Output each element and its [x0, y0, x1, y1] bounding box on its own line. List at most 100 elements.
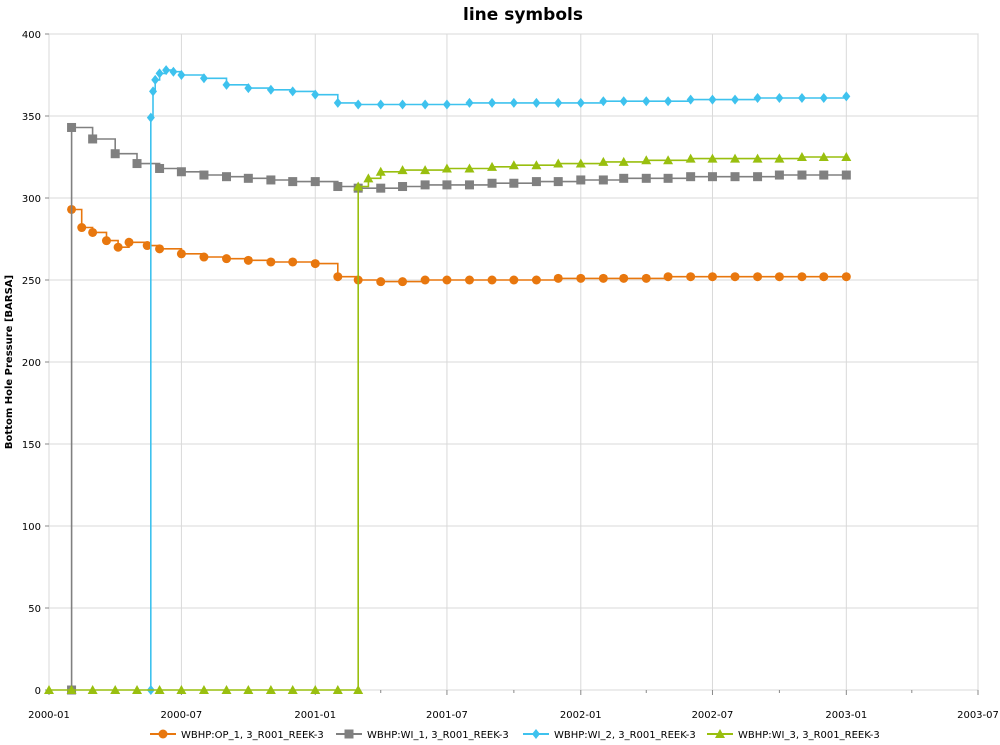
data-point	[420, 165, 431, 175]
y-tick-label: 400	[22, 30, 41, 41]
data-point	[310, 177, 320, 187]
data-point	[818, 152, 829, 161]
data-point	[155, 68, 164, 79]
data-point	[142, 241, 152, 251]
data-point	[618, 156, 629, 166]
data-point	[797, 272, 807, 282]
data-point	[442, 275, 452, 285]
data-point	[641, 155, 652, 165]
legend-item[interactable]: WBHP:WI_1, 3_R001_REEK-3	[336, 729, 509, 742]
data-point	[841, 170, 851, 180]
data-point	[730, 172, 740, 182]
data-point	[288, 86, 297, 97]
data-point	[169, 66, 178, 77]
data-point	[753, 92, 762, 103]
data-point	[132, 685, 143, 694]
legend-marker	[715, 729, 725, 738]
data-point	[376, 183, 386, 193]
data-point	[287, 685, 298, 694]
data-point	[376, 99, 385, 110]
data-point	[353, 685, 364, 694]
data-point	[753, 172, 763, 182]
data-point	[77, 223, 87, 233]
data-point	[707, 153, 718, 163]
legend-label: WBHP:WI_3, 3_R001_REEK-3	[738, 730, 880, 741]
data-point	[465, 97, 474, 108]
data-point	[730, 153, 741, 163]
data-point	[199, 73, 208, 84]
y-tick-label: 150	[22, 440, 41, 451]
data-point	[663, 272, 673, 282]
data-point	[66, 685, 77, 694]
data-point	[421, 99, 430, 110]
data-point	[199, 252, 209, 262]
x-tick-label: 2001-07	[426, 710, 468, 721]
data-point	[576, 273, 586, 283]
legend-item[interactable]: WBHP:WI_2, 3_R001_REEK-3	[523, 729, 696, 741]
data-point	[354, 99, 363, 110]
data-point	[288, 177, 298, 187]
data-point	[243, 173, 253, 183]
data-point	[88, 227, 98, 237]
data-point	[553, 177, 563, 187]
data-point	[730, 272, 740, 282]
data-point	[243, 685, 254, 694]
data-point	[110, 149, 120, 159]
data-point	[686, 272, 696, 282]
data-point	[333, 182, 343, 192]
x-tick-label: 2001-01	[294, 710, 336, 721]
data-point	[842, 91, 851, 102]
data-point	[310, 259, 320, 269]
data-point	[576, 97, 585, 108]
data-point	[310, 685, 321, 694]
data-point	[731, 94, 740, 105]
data-point	[222, 172, 232, 182]
series-2	[67, 122, 851, 695]
data-point	[553, 273, 563, 283]
data-point	[598, 156, 609, 166]
data-point	[397, 165, 408, 175]
data-point	[177, 70, 186, 80]
data-point	[642, 96, 651, 107]
data-point	[162, 65, 171, 76]
data-point	[244, 83, 253, 94]
data-point	[146, 112, 155, 123]
data-point	[154, 685, 165, 694]
data-point	[553, 158, 564, 168]
legend[interactable]: WBHP:OP_1, 3_R001_REEK-3 WBHP:WI_1, 3_R00…	[150, 729, 880, 741]
legend-label: WBHP:WI_1, 3_R001_REEK-3	[367, 730, 509, 741]
data-point	[686, 172, 696, 182]
data-point	[176, 685, 187, 694]
data-point	[398, 182, 408, 192]
data-point	[598, 273, 608, 283]
legend-marker	[158, 729, 168, 739]
data-point	[124, 237, 134, 247]
chart-title: line symbols	[463, 5, 583, 25]
data-point	[753, 272, 763, 282]
y-axis-label: Bottom Hole Pressure [BARSA]	[4, 275, 15, 449]
data-point	[198, 685, 209, 694]
legend-item[interactable]: WBHP:OP_1, 3_R001_REEK-3	[150, 729, 324, 742]
data-point	[487, 178, 497, 188]
data-point	[155, 163, 165, 173]
data-point	[222, 79, 231, 90]
legend-label: WBHP:OP_1, 3_R001_REEK-3	[181, 730, 324, 741]
data-point	[442, 180, 452, 190]
data-point	[509, 275, 519, 285]
data-point	[132, 159, 142, 169]
legend-item[interactable]: WBHP:WI_3, 3_R001_REEK-3	[707, 729, 880, 741]
y-tick-label: 100	[22, 522, 41, 533]
data-point	[199, 170, 209, 180]
data-point	[333, 272, 343, 282]
y-tick-label: 300	[22, 194, 41, 205]
data-point	[509, 178, 519, 188]
x-tick-label: 2003-01	[825, 710, 867, 721]
data-point	[708, 94, 717, 105]
y-tick-label: 50	[28, 604, 41, 615]
data-point	[288, 257, 298, 267]
x-axis: 2000-01 2000-07 2001-01 2001-07 2002-01 2002-…	[28, 690, 999, 721]
data-point	[221, 685, 232, 694]
data-point	[353, 181, 364, 191]
data-point	[841, 272, 851, 282]
data-point	[619, 273, 629, 283]
